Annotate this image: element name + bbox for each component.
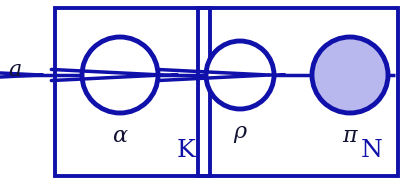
Text: ρ: ρ [233,121,246,143]
Ellipse shape [82,37,157,113]
Ellipse shape [205,41,273,109]
Bar [55,8,209,176]
Text: π: π [342,125,356,147]
Bar [198,8,397,176]
Ellipse shape [311,37,387,113]
Text: N: N [360,139,382,162]
Text: K: K [176,139,195,162]
Text: a: a [8,59,21,81]
Text: α: α [112,125,127,147]
